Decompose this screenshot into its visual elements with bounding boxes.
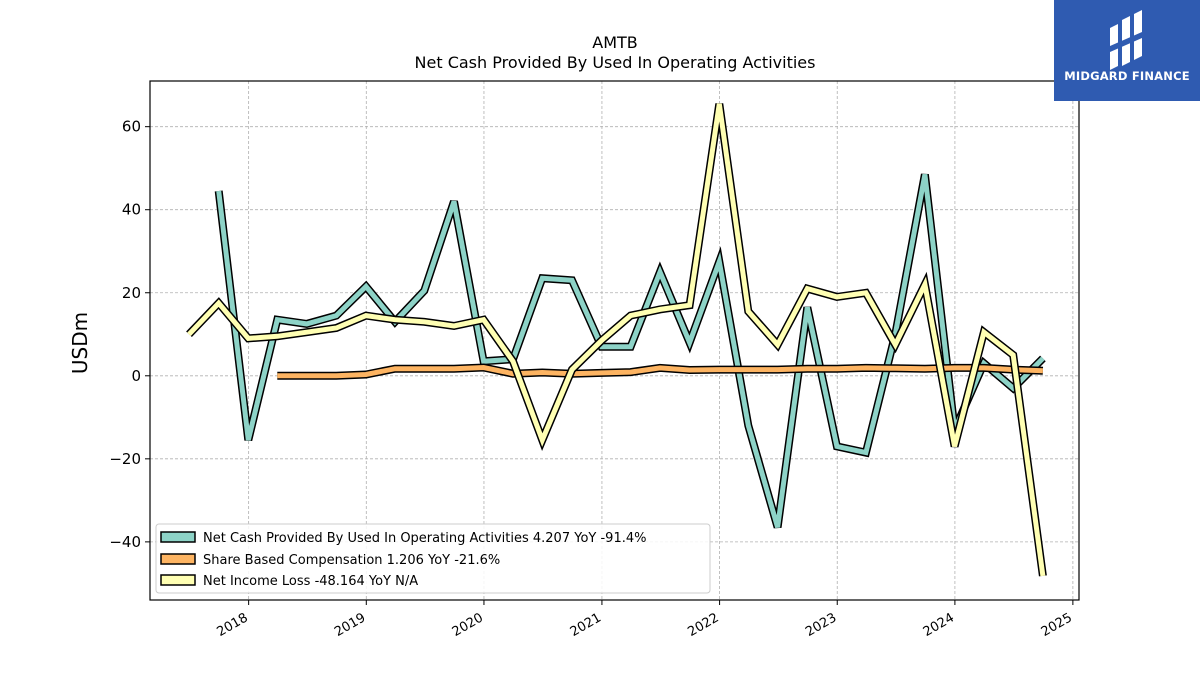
y-tick-label: 60 [122,118,141,136]
x-tick-label: 2019 [332,610,368,640]
series-net-income-outline [186,103,1047,577]
x-tick-label: 2024 [921,610,957,640]
x-tick-label: 2023 [803,610,839,640]
series-net-income-line [187,103,1046,577]
series-net-cash-line [216,173,1045,528]
chart-subtitle: Net Cash Provided By Used In Operating A… [415,53,816,72]
y-tick-label: 0 [131,367,141,385]
series-sbc-line [277,364,1044,379]
legend-label-net-cash: Net Cash Provided By Used In Operating A… [203,531,646,546]
x-tick-label: 2020 [450,610,486,640]
legend-swatch-sbc [160,553,196,565]
x-tick-label: 2022 [685,610,721,640]
grid [150,81,1079,600]
legend-box [155,523,711,594]
logo-mark-icon [1110,10,1142,70]
series-layer [186,103,1047,577]
brand-logo: MIDGARD FINANCE [1054,0,1200,101]
legend-label-sbc: Share Based Compensation 1.206 YoY -21.6… [203,553,500,568]
y-tick-label: 20 [122,284,141,302]
y-axis-label: USDm [68,312,92,374]
chart-title: AMTB [592,33,638,52]
x-tick-label: 2021 [568,610,604,640]
legend-label-net-income: Net Income Loss -48.164 YoY N/A [203,574,418,589]
series-sbc [277,363,1044,380]
legend-swatch-net-cash [160,531,196,543]
x-tick-label: 2025 [1039,610,1075,640]
series-net-income [186,103,1047,577]
series-net-cash-outline [214,173,1046,529]
legend: Net Cash Provided By Used In Operating A… [155,523,711,594]
y-tick-label: −40 [109,533,141,551]
logo-text: MIDGARD FINANCE [1064,69,1190,83]
y-tick-label: 40 [122,201,141,219]
series-net-cash [214,173,1046,529]
legend-swatch-net-income [160,574,196,586]
plot-frame [149,80,1080,601]
y-tick-label: −20 [109,450,141,468]
x-tick-label: 2018 [214,610,250,640]
